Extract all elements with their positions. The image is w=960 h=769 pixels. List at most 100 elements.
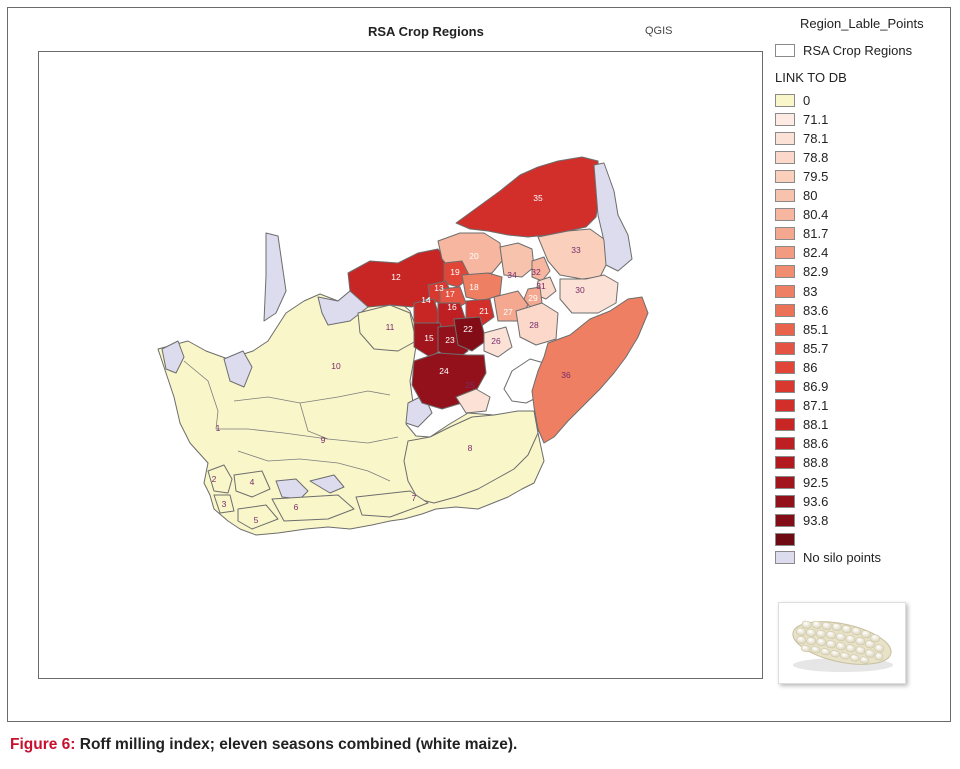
legend-class-label: 87.1 — [803, 398, 829, 414]
region-label: 18 — [469, 282, 479, 292]
region-label: 24 — [439, 366, 449, 376]
legend-class-item: 81.7 — [775, 225, 828, 243]
region-label: 3 — [222, 499, 227, 509]
legend-class-swatch — [775, 322, 795, 336]
legend-boundary-layer: RSA Crop Regions — [775, 41, 912, 59]
region-label: 31 — [536, 281, 546, 291]
legend-class-swatch — [775, 246, 795, 260]
region-label: 19 — [450, 267, 460, 277]
legend-class-item: 88.8 — [775, 454, 828, 472]
legend-class-item: 93.8 — [775, 511, 828, 529]
region-nodata-west-strip — [263, 232, 287, 322]
region-label: 2 — [212, 474, 217, 484]
region-label: 35 — [533, 193, 543, 203]
region-11 — [357, 304, 417, 352]
region-label: 13 — [434, 283, 444, 293]
legend-no-data-label: No silo points — [803, 549, 882, 565]
legend-class-swatch — [775, 456, 795, 470]
legend-class-item: 86.9 — [775, 378, 828, 396]
region-label: 29 — [528, 293, 538, 303]
legend-class-item: 85.7 — [775, 339, 828, 357]
region-label: 33 — [571, 245, 581, 255]
legend-class-swatch — [775, 265, 795, 279]
legend-class-label: 79.5 — [803, 168, 829, 184]
figure-caption: Figure 6: Roff milling index; eleven sea… — [10, 736, 517, 754]
legend-class-label: 82.4 — [803, 245, 829, 261]
legend-class-swatch — [775, 93, 795, 107]
legend-class-item: 85.1 — [775, 320, 828, 338]
south-africa-map: 1 2 3 4 5 6 7 8 9 10 11 12 13 14 15 16 1… — [157, 156, 649, 536]
legend-class-label: 78.8 — [803, 149, 829, 165]
region-25 — [455, 388, 491, 414]
legend-class-swatch — [775, 360, 795, 374]
region-nodata-south2 — [309, 474, 345, 494]
region-nodata-east — [593, 162, 633, 272]
region-label: 4 — [250, 477, 255, 487]
legend-class-swatch — [775, 284, 795, 298]
legend-boundary-label: RSA Crop Regions — [803, 42, 913, 58]
legend-class-item: 0 — [775, 91, 810, 109]
legend-class-swatch — [775, 418, 795, 432]
region-label: 9 — [321, 435, 326, 445]
legend-class-swatch — [775, 227, 795, 241]
legend-class-label: 88.6 — [803, 436, 829, 452]
region-33 — [537, 228, 609, 280]
region-label: 34 — [507, 270, 517, 280]
region-label: 1 — [216, 423, 221, 433]
legend-class-item: 86 — [775, 358, 817, 376]
region-34 — [499, 242, 535, 278]
legend-class-label: 81.7 — [803, 226, 829, 242]
legend-class-swatch — [775, 169, 795, 183]
legend-class-swatch — [775, 303, 795, 317]
region-nodata-farwest — [161, 340, 185, 374]
legend-class-swatch — [775, 150, 795, 164]
figure-caption-label: Figure 6: — [10, 736, 76, 753]
region-3 — [213, 494, 235, 514]
legend-class-item: 71.1 — [775, 110, 828, 128]
legend-class-label: 78.1 — [803, 130, 829, 146]
legend-class-swatch — [775, 532, 795, 546]
region-label: 10 — [331, 361, 341, 371]
region-label: 20 — [469, 251, 479, 261]
region-label: 17 — [445, 289, 455, 299]
legend-class-swatch — [775, 208, 795, 222]
legend-class-item: 79.5 — [775, 167, 828, 185]
region-2 — [207, 464, 233, 494]
software-label: QGIS — [645, 25, 673, 37]
region-label: 32 — [531, 267, 541, 277]
legend-class-item: 93.6 — [775, 492, 828, 510]
white-maize-photo — [778, 602, 906, 684]
region-26 — [483, 326, 513, 358]
region-4 — [233, 470, 271, 498]
legend-class-item: 92.5 — [775, 473, 828, 491]
region-label: 6 — [294, 502, 299, 512]
legend-class-swatch — [775, 513, 795, 527]
legend-class-label: 88.8 — [803, 455, 829, 471]
legend-class-section-title: LINK TO DB — [775, 70, 847, 85]
region-7 — [355, 490, 429, 518]
region-label: 30 — [575, 285, 585, 295]
legend-class-item: 83 — [775, 282, 817, 300]
region-label: 12 — [391, 272, 401, 282]
legend-class-label: 85.7 — [803, 340, 829, 356]
region-label: 23 — [445, 335, 455, 345]
legend-class-label: 83 — [803, 283, 818, 299]
region-label: 5 — [254, 515, 259, 525]
legend-class-item: 80 — [775, 187, 817, 205]
legend-class-label: 82.9 — [803, 264, 829, 280]
legend-no-data: No silo points — [775, 548, 881, 566]
legend-class-label: 71.1 — [803, 111, 829, 127]
region-label: 15 — [424, 333, 434, 343]
region-30 — [559, 274, 619, 314]
region-nodata-west — [223, 350, 253, 388]
region-nodata-south — [275, 478, 309, 500]
legend-class-label: 80.4 — [803, 207, 829, 223]
legend-class-item: 82.9 — [775, 263, 828, 281]
legend-class-swatch — [775, 131, 795, 145]
region-label: 28 — [529, 320, 539, 330]
region-label: 36 — [561, 370, 571, 380]
legend-point-layer-title: Region_Lable_Points — [800, 16, 924, 31]
region-label: 27 — [503, 307, 513, 317]
legend-no-data-swatch — [775, 550, 795, 564]
legend-class-swatch — [775, 341, 795, 355]
